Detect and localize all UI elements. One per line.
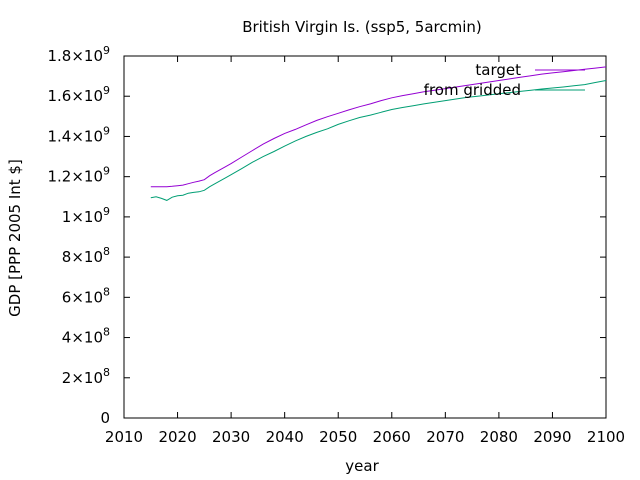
y-tick-label: 1.2×109 [47, 165, 110, 186]
series-line-target [150, 66, 607, 188]
y-tick-label: 1.6×109 [47, 84, 110, 105]
y-tick-label: 0 [100, 409, 110, 427]
x-tick-label: 2080 [480, 428, 518, 446]
y-axis: 0 2×108 4×108 6×108 8×108 1×109 1.2×109 1.4×109… [47, 44, 606, 427]
y-tick-label: 4×108 [62, 326, 110, 347]
y-tick-label: 8×108 [62, 245, 110, 266]
legend-label: from gridded [424, 81, 521, 99]
x-tick-label: 2010 [105, 428, 143, 446]
x-tick-label: 2070 [426, 428, 464, 446]
x-tick-label: 2090 [533, 428, 571, 446]
plot-frame [123, 55, 607, 419]
y-tick-label: 1×109 [62, 205, 110, 226]
y-tick-label: 6×108 [62, 285, 110, 306]
x-tick-label: 2030 [212, 428, 250, 446]
plot-area [123, 55, 607, 419]
series-lines [150, 66, 607, 201]
y-tick-label: 2×108 [62, 366, 110, 387]
chart-title: British Virgin Is. (ssp5, 5arcmin) [242, 18, 482, 36]
y-axis-label: GDP [PPP 2005 Int $] [6, 159, 24, 317]
series-line-from-gridded [150, 80, 607, 201]
x-tick-label: 2040 [266, 428, 304, 446]
x-tick-label: 2060 [373, 428, 411, 446]
x-tick-label: 2050 [319, 428, 357, 446]
legend: target from gridded [424, 61, 585, 99]
legend-label: target [475, 61, 521, 79]
x-axis: 2010 2020 2030 2040 2050 2060 2070 2080 2090 2100 [105, 56, 625, 446]
x-tick-label: 2100 [587, 428, 625, 446]
y-tick-label: 1.4×109 [47, 124, 110, 145]
x-tick-label: 2020 [158, 428, 196, 446]
x-axis-label: year [345, 457, 379, 475]
y-tick-label: 1.8×109 [47, 44, 110, 65]
